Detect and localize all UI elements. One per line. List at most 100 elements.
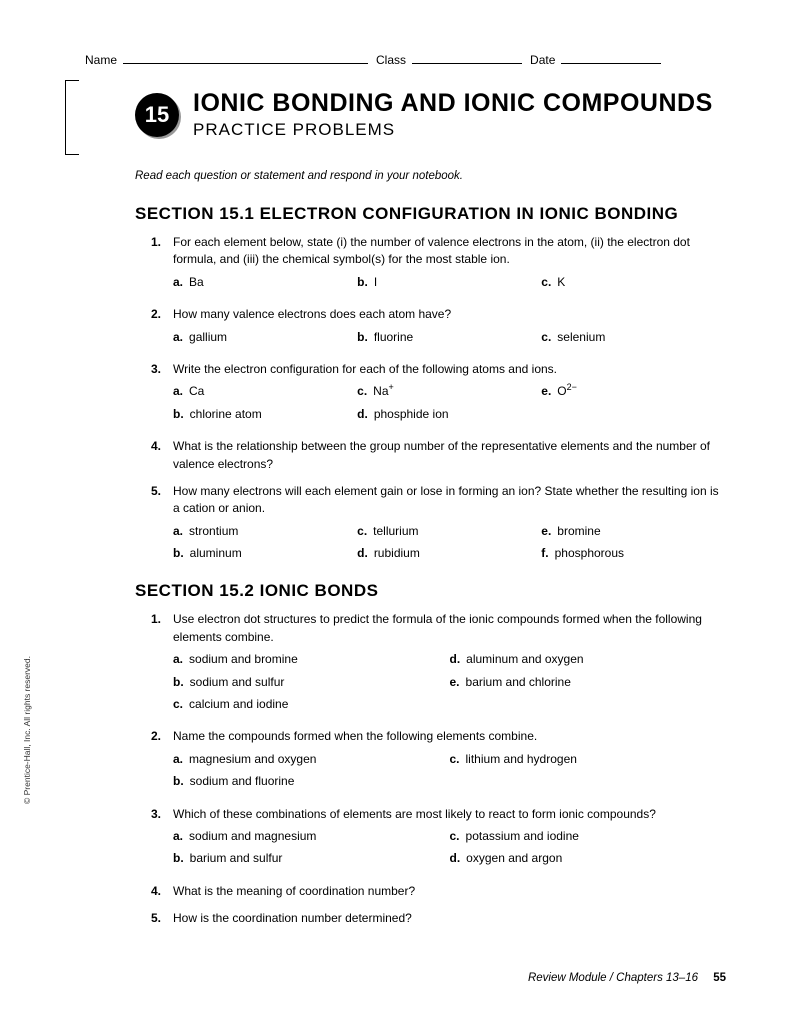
choice: e. O2− xyxy=(541,383,725,400)
choice-text: K xyxy=(557,274,565,291)
name-label: Name xyxy=(85,53,117,67)
question-text: How many electrons will each element gai… xyxy=(173,484,719,515)
chapter-subtitle: PRACTICE PROBLEMS xyxy=(193,120,713,140)
chapter-number-circle: 15 xyxy=(135,93,179,137)
choice-letter: b. xyxy=(173,674,184,691)
question: 5.How many electrons will each element g… xyxy=(155,483,726,568)
choice-text: phosphorous xyxy=(555,545,624,562)
question: 1.Use electron dot structures to predict… xyxy=(155,611,726,718)
choices: a. magnesium and oxygen c.lithium and hydr… xyxy=(173,751,726,796)
choices: a.galliumb.fluorinec.selenium xyxy=(173,329,726,351)
question: 3.Which of these combinations of element… xyxy=(155,806,726,873)
question-text: How many valence electrons does each ato… xyxy=(173,307,451,321)
choice-text: aluminum and oxygen xyxy=(466,651,583,668)
choice: b. aluminum xyxy=(173,545,357,562)
choice: a.strontium xyxy=(173,523,357,540)
question-number: 2. xyxy=(151,728,161,745)
choice-letter: b. xyxy=(173,545,184,562)
class-field: Class xyxy=(376,50,522,67)
choices: a.Cac.Na+e.O2−b.chlorine atomd.phosphide… xyxy=(173,383,726,428)
question-number: 3. xyxy=(151,361,161,378)
choice-text: magnesium and oxygen xyxy=(189,751,316,768)
choice: c.Na+ xyxy=(357,383,541,400)
question-number: 4. xyxy=(151,883,161,900)
choice: a.Ca xyxy=(173,383,357,400)
choice: a. Ba xyxy=(173,274,357,291)
choice: c.tellurium xyxy=(357,523,541,540)
choice: c.lithium and hydrogen xyxy=(450,751,727,768)
choice-letter: b. xyxy=(357,329,368,346)
choice-letter: a. xyxy=(173,383,183,400)
choice-letter: a. xyxy=(173,523,183,540)
choice-text: rubidium xyxy=(374,545,420,562)
bracket-decoration xyxy=(65,80,79,155)
choice-letter: d. xyxy=(357,545,368,562)
choice-text: barium and sulfur xyxy=(190,850,283,867)
header-fields: Name Class Date xyxy=(85,50,726,67)
choice: a. magnesium and oxygen xyxy=(173,751,450,768)
choice: d. aluminum and oxygen xyxy=(450,651,727,668)
choice: c.potassium and iodine xyxy=(450,828,727,845)
copyright-text: © Prentice-Hall, Inc. All rights reserve… xyxy=(22,656,32,804)
question: 4.What is the relationship between the g… xyxy=(155,438,726,473)
class-line[interactable] xyxy=(412,50,522,64)
name-field: Name xyxy=(85,50,368,67)
question-text: How is the coordination number determine… xyxy=(173,911,412,925)
date-line[interactable] xyxy=(561,50,661,64)
choice-text: tellurium xyxy=(373,523,418,540)
choice-letter: c. xyxy=(357,383,367,400)
choice-letter: a. xyxy=(173,751,183,768)
date-field: Date xyxy=(530,50,661,67)
date-label: Date xyxy=(530,53,555,67)
footer-text: Review Module / Chapters 13–16 xyxy=(528,972,698,984)
question-text: Write the electron configuration for eac… xyxy=(173,362,557,376)
choice-text: oxygen and argon xyxy=(466,850,562,867)
choice-text: O2− xyxy=(557,383,577,400)
question-number: 1. xyxy=(151,234,161,251)
question: 4.What is the meaning of coordination nu… xyxy=(155,883,726,900)
choice: c.calcium and iodine xyxy=(173,696,450,713)
question-text: Which of these combinations of elements … xyxy=(173,807,656,821)
choice-letter: d. xyxy=(450,651,461,668)
choice-letter: d. xyxy=(357,406,368,423)
choice-text: chlorine atom xyxy=(190,406,262,423)
choices: a.strontiumc.telluriume.bromine b. aluminu… xyxy=(173,523,726,568)
choices: a.Bab.Ic.K xyxy=(173,274,726,296)
question: 3.Write the electron configuration for e… xyxy=(155,361,726,428)
choice-letter: c. xyxy=(173,696,183,713)
choice-letter: d. xyxy=(450,850,461,867)
choice: a.sodium and magnesium xyxy=(173,828,450,845)
choice-letter: e. xyxy=(541,523,551,540)
choice: a.sodium and bromine xyxy=(173,651,450,668)
choice-text: lithium and hydrogen xyxy=(466,751,577,768)
question-text: For each element below, state (i) the nu… xyxy=(173,235,690,266)
choice: b.barium and sulfur xyxy=(173,850,450,867)
choice-letter: e. xyxy=(541,383,551,400)
choice-letter: a. xyxy=(173,274,183,291)
worksheet-page: Name Class Date 15 IONIC BONDING AND ION… xyxy=(0,0,791,1024)
choice: e.bromine xyxy=(541,523,725,540)
choice-text: sodium and magnesium xyxy=(189,828,316,845)
choice-letter: e. xyxy=(450,674,460,691)
question-list: 1.For each element below, state (i) the … xyxy=(155,234,726,567)
choice: c.selenium xyxy=(541,329,725,346)
question-text: What is the relationship between the gro… xyxy=(173,439,710,470)
choice: e. barium and chlorine xyxy=(450,674,727,691)
choice-text: aluminum xyxy=(190,545,242,562)
choice-text: sodium and sulfur xyxy=(190,674,285,691)
choice-text: Ba xyxy=(189,274,204,291)
choice: b. sodium and sulfur xyxy=(173,674,450,691)
choice-text: potassium and iodine xyxy=(466,828,579,845)
name-line[interactable] xyxy=(123,50,368,64)
page-number: 55 xyxy=(713,972,726,984)
choice: d. oxygen and argon xyxy=(450,850,727,867)
choice-text: gallium xyxy=(189,329,227,346)
choice-text: fluorine xyxy=(374,329,413,346)
instructions: Read each question or statement and resp… xyxy=(135,170,726,182)
choice: f.phosphorous xyxy=(541,545,725,562)
section-title: SECTION 15.2 IONIC BONDS xyxy=(135,581,726,601)
question: 2.Name the compounds formed when the fol… xyxy=(155,728,726,795)
choice-letter: b. xyxy=(173,773,184,790)
choice-text: barium and chlorine xyxy=(466,674,571,691)
choice-letter: c. xyxy=(541,329,551,346)
